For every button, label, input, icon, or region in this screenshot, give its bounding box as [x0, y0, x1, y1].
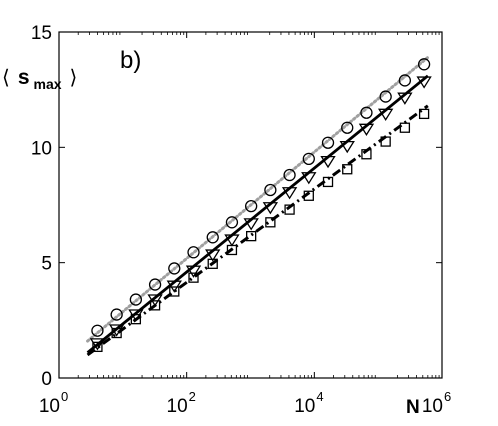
y-label-close: ⟩: [70, 65, 78, 89]
data-point-circle: [341, 121, 354, 134]
data-point-square: [418, 108, 430, 120]
x-tick-label-base: 10: [294, 396, 315, 417]
data-point-triangle: [320, 155, 336, 169]
data-point-triangle: [281, 187, 298, 200]
fit-line-dotted-gray: [86, 55, 430, 343]
data-point-square: [265, 217, 276, 228]
data-point-square: [303, 190, 314, 201]
fit-line-dash-dot: [86, 104, 429, 357]
x-axis-label: N: [406, 397, 420, 418]
data-point-circle: [398, 74, 412, 87]
data-markers: [89, 58, 432, 353]
data-point-square: [226, 244, 238, 256]
y-label-open: ⟨: [2, 65, 10, 89]
x-tick-label-base: 10: [422, 396, 443, 417]
data-point-triangle: [89, 338, 106, 351]
data-point-square: [284, 204, 295, 215]
data-point-triangle: [185, 265, 202, 278]
data-point-square: [92, 341, 103, 353]
data-point-circle: [148, 278, 162, 291]
y-tick-label: 10: [31, 138, 52, 159]
data-point-circle: [283, 168, 296, 182]
fit-lines: [86, 55, 430, 357]
data-point-square: [130, 314, 142, 325]
data-point-circle: [417, 58, 431, 71]
data-point-circle: [168, 262, 181, 275]
y-tick-label: 15: [31, 23, 52, 44]
data-point-square: [342, 164, 353, 175]
data-point-circle: [225, 216, 239, 229]
x-tick-label-exponent: 2: [189, 389, 196, 404]
data-point-square: [111, 327, 122, 339]
data-point-triangle: [262, 202, 279, 215]
data-point-circle: [360, 106, 373, 119]
data-point-circle: [321, 136, 335, 149]
data-point-triangle: [397, 92, 413, 105]
data-point-circle: [245, 200, 258, 213]
data-point-square: [322, 176, 334, 188]
data-point-triangle: [301, 172, 317, 185]
data-point-circle: [129, 293, 143, 306]
y-tick-label: 5: [41, 254, 52, 275]
data-point-square: [149, 300, 161, 311]
data-point-triangle: [243, 218, 259, 231]
data-point-triangle: [339, 140, 355, 154]
data-point-square: [207, 258, 218, 269]
data-point-square: [380, 136, 391, 147]
data-point-circle: [91, 324, 104, 337]
data-point-circle: [264, 183, 277, 197]
data-point-circle: [206, 231, 219, 244]
x-tick-label-exponent: 0: [61, 389, 68, 404]
data-point-square: [361, 149, 372, 160]
x-tick-label-base: 10: [167, 396, 188, 417]
data-point-triangle: [416, 76, 432, 89]
data-point-square: [399, 122, 411, 133]
y-axis-label: ⟨ s max ⟩: [2, 65, 77, 93]
data-point-circle: [110, 308, 123, 321]
data-point-circle: [379, 90, 392, 103]
y-label-sub: max: [34, 76, 62, 92]
data-point-triangle: [377, 108, 394, 121]
data-point-triangle: [358, 123, 375, 136]
fit-line-solid: [86, 74, 429, 354]
y-label-main: s: [18, 66, 30, 89]
x-tick-label-exponent: 6: [444, 389, 451, 404]
x-tick-label-exponent: 4: [316, 389, 323, 404]
y-tick-label: 0: [41, 369, 52, 390]
data-point-circle: [302, 152, 315, 166]
data-point-square: [169, 286, 180, 297]
data-point-triangle: [205, 249, 221, 262]
data-point-square: [246, 230, 257, 242]
data-point-triangle: [224, 234, 240, 247]
data-point-circle: [187, 246, 200, 259]
data-point-triangle: [108, 324, 125, 337]
data-point-square: [188, 272, 199, 283]
x-tick-label-base: 10: [39, 396, 60, 417]
panel-label: b): [120, 47, 141, 74]
